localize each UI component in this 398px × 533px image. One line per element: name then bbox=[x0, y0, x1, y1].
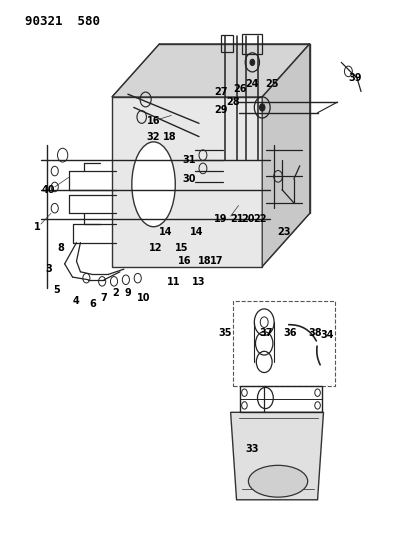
Text: 16: 16 bbox=[178, 256, 192, 266]
Text: 33: 33 bbox=[246, 445, 259, 455]
Text: 18: 18 bbox=[198, 256, 212, 266]
Ellipse shape bbox=[248, 465, 308, 497]
Text: 14: 14 bbox=[159, 227, 172, 237]
Bar bbox=[242, 34, 262, 54]
Text: 26: 26 bbox=[234, 84, 247, 94]
Text: 25: 25 bbox=[265, 78, 279, 88]
Text: 28: 28 bbox=[226, 97, 240, 107]
Circle shape bbox=[259, 104, 265, 111]
Text: 14: 14 bbox=[190, 227, 204, 237]
Polygon shape bbox=[112, 44, 310, 97]
Text: 38: 38 bbox=[309, 328, 322, 338]
Text: 2: 2 bbox=[113, 288, 119, 298]
Polygon shape bbox=[230, 413, 324, 500]
Text: 5: 5 bbox=[53, 285, 60, 295]
Text: 37: 37 bbox=[259, 328, 273, 338]
Text: 4: 4 bbox=[73, 296, 80, 306]
Text: 17: 17 bbox=[210, 256, 224, 266]
Text: 40: 40 bbox=[42, 184, 56, 195]
Circle shape bbox=[250, 59, 255, 66]
Text: 8: 8 bbox=[57, 243, 64, 253]
Text: 7: 7 bbox=[101, 293, 107, 303]
Text: 23: 23 bbox=[277, 227, 291, 237]
Polygon shape bbox=[112, 97, 262, 266]
Text: 29: 29 bbox=[214, 105, 228, 115]
Text: 39: 39 bbox=[348, 73, 362, 83]
Text: 21: 21 bbox=[230, 214, 243, 224]
Ellipse shape bbox=[132, 142, 175, 227]
Text: 20: 20 bbox=[242, 214, 255, 224]
Text: 32: 32 bbox=[147, 132, 160, 142]
Text: 30: 30 bbox=[182, 174, 196, 184]
Text: 19: 19 bbox=[214, 214, 228, 224]
Text: 27: 27 bbox=[214, 86, 228, 96]
Text: 22: 22 bbox=[254, 214, 267, 224]
Bar bbox=[240, 386, 322, 413]
Text: 6: 6 bbox=[89, 298, 96, 309]
Text: 9: 9 bbox=[125, 288, 131, 298]
Text: 1: 1 bbox=[33, 222, 40, 232]
Text: 34: 34 bbox=[321, 330, 334, 341]
Text: 90321  580: 90321 580 bbox=[25, 14, 100, 28]
Text: 15: 15 bbox=[174, 243, 188, 253]
Text: 12: 12 bbox=[149, 243, 162, 253]
Text: 3: 3 bbox=[45, 264, 52, 274]
Polygon shape bbox=[262, 44, 310, 266]
Text: 10: 10 bbox=[137, 293, 150, 303]
Text: 24: 24 bbox=[246, 78, 259, 88]
Text: 11: 11 bbox=[166, 277, 180, 287]
Text: 18: 18 bbox=[162, 132, 176, 142]
Text: 16: 16 bbox=[147, 116, 160, 126]
Bar bbox=[221, 35, 232, 52]
Text: 31: 31 bbox=[182, 156, 196, 165]
Text: 13: 13 bbox=[192, 277, 206, 287]
Bar bbox=[232, 301, 336, 386]
Text: 35: 35 bbox=[218, 328, 232, 338]
Text: 36: 36 bbox=[283, 328, 297, 338]
